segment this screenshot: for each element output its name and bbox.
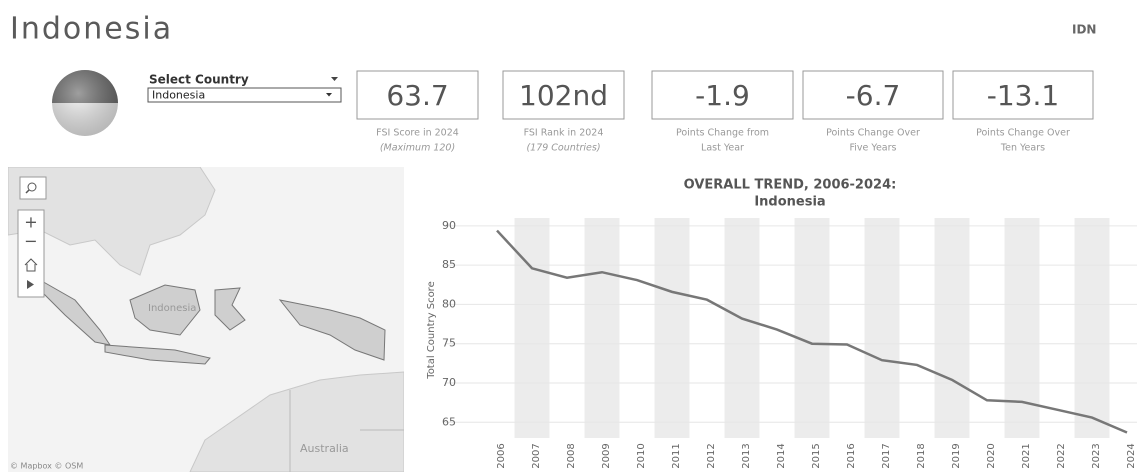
x-tick-label: 2008 bbox=[566, 443, 577, 468]
kpi-note: Last Year bbox=[701, 143, 744, 154]
kpi-note: Ten Years bbox=[1000, 143, 1045, 154]
map-credit: © Mapbox © OSM bbox=[10, 462, 83, 471]
y-tick-label: 65 bbox=[442, 415, 456, 428]
dropdown-arrow bbox=[326, 93, 332, 97]
x-tick-label: 2024 bbox=[1126, 443, 1137, 468]
kpi-card bbox=[502, 70, 625, 120]
y-tick-label: 70 bbox=[442, 376, 456, 389]
trend-line bbox=[496, 229, 1128, 434]
x-tick-label: 2011 bbox=[671, 443, 682, 468]
map-home[interactable] bbox=[24, 258, 38, 272]
kpi-card bbox=[356, 70, 479, 120]
x-tick-label: 2006 bbox=[496, 443, 507, 468]
x-tick-label: 2015 bbox=[811, 443, 822, 468]
map-controls bbox=[17, 209, 45, 298]
map-search[interactable] bbox=[19, 176, 47, 200]
kpi-note: Five Years bbox=[850, 143, 897, 154]
x-tick-label: 2010 bbox=[636, 443, 647, 468]
kpi-value: 63.7 bbox=[386, 79, 448, 112]
x-tick-label: 2014 bbox=[776, 443, 787, 468]
column-band bbox=[724, 218, 760, 438]
y-axis-label: Total Country Score bbox=[426, 281, 437, 379]
map-play[interactable] bbox=[27, 280, 34, 289]
selector-arrow bbox=[331, 77, 338, 81]
column-band bbox=[934, 218, 970, 438]
zoom-in[interactable]: + bbox=[24, 213, 37, 232]
kpi-card bbox=[802, 70, 944, 120]
selector-dropdown[interactable] bbox=[147, 87, 342, 103]
chart-subtitle: Indonesia bbox=[754, 195, 825, 210]
x-tick-label: 2020 bbox=[986, 443, 997, 468]
x-tick-label: 2007 bbox=[531, 443, 542, 468]
kpi-value: -1.9 bbox=[695, 79, 750, 112]
zoom-out[interactable]: − bbox=[24, 232, 37, 251]
y-tick-label: 85 bbox=[442, 258, 456, 271]
map-label: Indonesia bbox=[148, 303, 196, 314]
x-tick-label: 2013 bbox=[741, 443, 752, 468]
column-band bbox=[654, 218, 690, 438]
column-band bbox=[514, 218, 550, 438]
flag bbox=[52, 70, 118, 136]
kpi-label: Points Change Over bbox=[826, 128, 920, 139]
y-tick-label: 80 bbox=[442, 297, 456, 310]
chart-title: OVERALL TREND, 2006-2024: bbox=[684, 178, 897, 193]
kpi-card bbox=[651, 70, 794, 120]
x-tick-label: 2021 bbox=[1021, 443, 1032, 468]
kpi-card bbox=[952, 70, 1094, 120]
kpi-note: (Maximum 120) bbox=[380, 143, 455, 154]
x-tick-label: 2016 bbox=[846, 443, 857, 468]
column-band bbox=[1074, 218, 1110, 438]
country-code: IDN bbox=[1072, 23, 1096, 37]
column-band bbox=[864, 218, 900, 438]
selector-label: Select Country bbox=[149, 73, 249, 87]
selector-value: Indonesia bbox=[152, 89, 205, 102]
kpi-value: -6.7 bbox=[846, 79, 901, 112]
y-tick-label: 90 bbox=[442, 219, 456, 232]
kpi-label: FSI Rank in 2024 bbox=[524, 128, 604, 139]
x-tick-label: 2023 bbox=[1091, 443, 1102, 468]
kpi-label: Points Change Over bbox=[976, 128, 1070, 139]
map-label: Australia bbox=[300, 442, 349, 455]
column-band bbox=[584, 218, 620, 438]
x-tick-label: 2018 bbox=[916, 443, 927, 468]
page-title: Indonesia bbox=[10, 12, 173, 47]
kpi-label: Points Change from bbox=[676, 128, 769, 139]
x-tick-label: 2019 bbox=[951, 443, 962, 468]
x-tick-label: 2022 bbox=[1056, 443, 1067, 468]
kpi-label: FSI Score in 2024 bbox=[376, 128, 459, 139]
map[interactable]: Indonesia Australia © Mapbox © OSM bbox=[8, 167, 404, 472]
x-tick-label: 2009 bbox=[601, 443, 612, 468]
y-tick-label: 75 bbox=[442, 337, 456, 350]
x-tick-label: 2017 bbox=[881, 443, 892, 468]
kpi-value: -13.1 bbox=[987, 79, 1059, 112]
x-tick-label: 2012 bbox=[706, 443, 717, 468]
kpi-value: 102nd bbox=[519, 79, 608, 112]
kpi-note: (179 Countries) bbox=[526, 143, 600, 154]
column-band bbox=[794, 218, 830, 438]
